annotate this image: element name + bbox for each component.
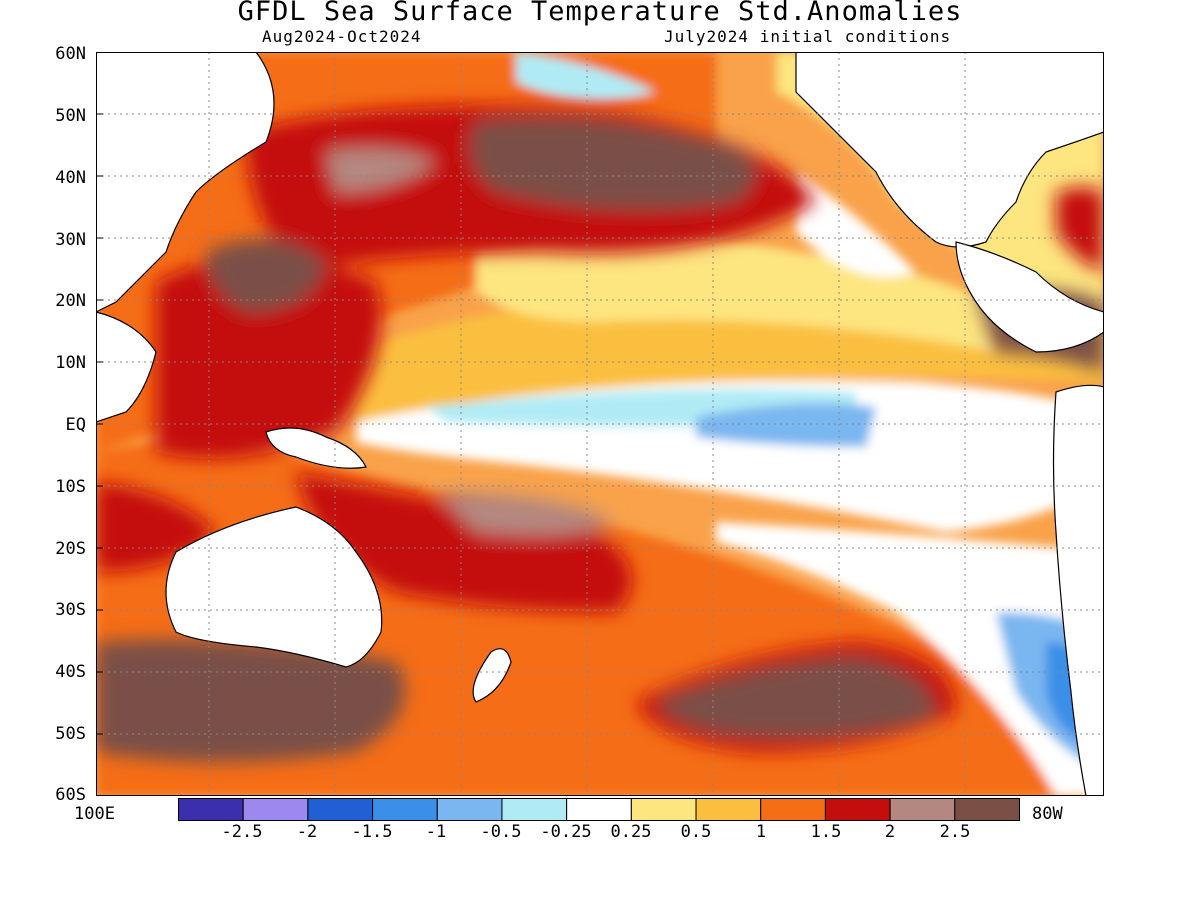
colorbar-cell [307,798,374,821]
new-guinea-landmass [265,427,367,469]
map-title: GFDL Sea Surface Temperature Std.Anomali… [237,0,963,27]
colorbar-label: 0.25 [610,822,652,842]
lat-label: 50N [55,106,86,126]
lon-label-right: 80W [1032,804,1063,824]
strong-anomaly-shading [96,52,1104,762]
lat-label: 30N [55,230,86,250]
colorbar-label: 0.5 [680,822,712,842]
north-america-landmass [795,52,1104,248]
colorbar-label: 2.5 [939,822,971,842]
colorbar-cell [889,798,956,821]
colorbar-cell [178,798,244,821]
lat-label: 10S [55,477,86,497]
colorbar-cell [501,798,568,821]
asia-landmass [96,52,275,313]
colorbar-label: -1 [425,822,447,842]
colorbar-label: -0.5 [480,822,522,842]
colorbar-cell [630,798,697,821]
lat-label: 20S [55,539,86,559]
lat-label: 20N [55,291,86,311]
central-america-landmass [955,241,1104,353]
initial-conditions: July2024 initial conditions [664,27,952,46]
colorbar-cell [954,798,1020,821]
forecast-period: Aug2024-Oct2024 [262,27,422,46]
lat-label: 60S [55,785,86,805]
colorbar-label: -2.5 [221,822,263,842]
colorbar-cell [695,798,762,821]
new-zealand-landmass [472,648,512,703]
colorbar-label: 2 [884,822,896,842]
colorbar-cell [760,798,826,821]
lat-label: 60N [55,44,86,64]
colorbar-cell [242,798,309,821]
colorbar-label: 1 [755,822,767,842]
lat-label: 10N [55,353,86,373]
graticule [96,52,1104,796]
lat-label: EQ [65,415,86,435]
colorbar-label: -0.25 [540,822,592,842]
sst-anomaly-map [96,52,1104,796]
lat-label: 40S [55,662,86,682]
indochina-landmass [96,311,157,423]
colorbar-cell [372,798,438,821]
colorbar-label: -2 [296,822,318,842]
lat-label: 30S [55,600,86,620]
lat-label: 40N [55,168,86,188]
australia-landmass [165,506,383,668]
lat-label: 50S [55,724,86,744]
colorbar-label: -1.5 [351,822,393,842]
colorbar-cell [436,798,503,821]
colorbar-cell [824,798,891,821]
lon-label-left: 100E [74,804,115,824]
tick-marks [96,113,103,735]
colorbar [178,798,1020,821]
colorbar-cell [566,798,632,821]
colorbar-label: 1.5 [810,822,842,842]
landmasses [96,52,1104,796]
